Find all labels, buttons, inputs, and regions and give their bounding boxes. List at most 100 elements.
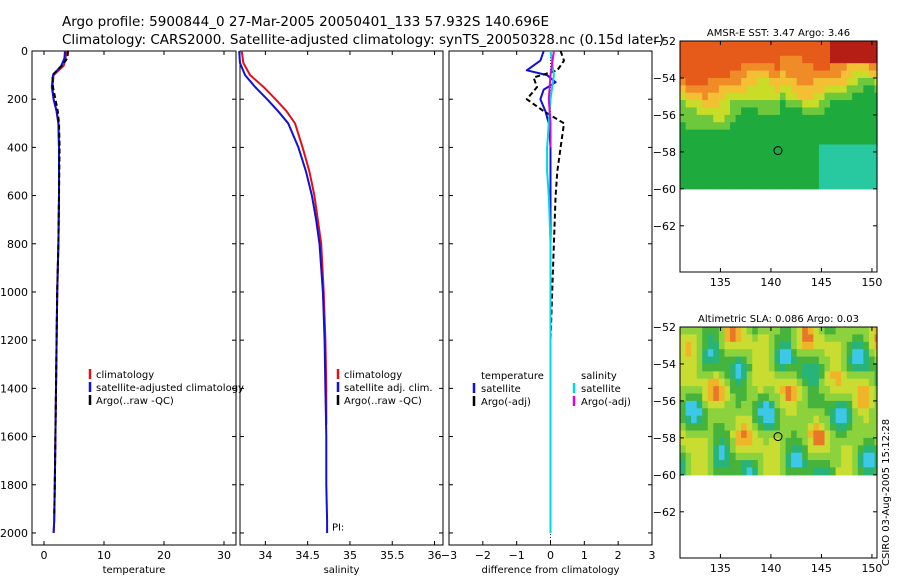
heatmap-cell — [802, 349, 809, 358]
heatmap-cell — [768, 122, 776, 131]
heatmap-cell — [835, 334, 842, 343]
heatmap-cell — [757, 378, 764, 387]
heatmap-cell — [874, 100, 878, 109]
heatmap-cell — [724, 341, 731, 350]
figure-title-line1: Argo profile: 5900844_0 27-Mar-2005 2005… — [62, 14, 549, 30]
heatmap-cell — [791, 48, 798, 57]
heatmap-cell — [857, 129, 864, 138]
heatmap-cell — [846, 371, 853, 380]
heatmap-cell — [768, 467, 776, 476]
heatmap-cell — [802, 114, 809, 123]
heatmap-cell — [768, 41, 776, 49]
heatmap-cell — [780, 378, 787, 387]
heatmap-cell — [696, 78, 703, 86]
heatmap-cell — [691, 408, 698, 417]
heatmap-cell — [680, 400, 687, 409]
heatmap-cell — [774, 144, 781, 153]
heatmap-cell — [841, 166, 848, 175]
heatmap-cell — [707, 364, 714, 372]
heatmap-cell — [752, 400, 759, 409]
heatmap-cell — [852, 78, 859, 86]
heatmap-cell — [680, 78, 687, 86]
heatmap-cell — [830, 114, 837, 123]
heatmap-cell — [846, 41, 853, 49]
heatmap-cell — [846, 408, 853, 417]
heatmap-cell — [685, 78, 692, 86]
heatmap-cell — [780, 430, 787, 439]
heatmap-cell — [713, 78, 720, 86]
heatmap-cell — [680, 334, 687, 343]
y-tick-label: −60 — [653, 183, 676, 196]
heatmap-cell — [724, 144, 731, 153]
x-tick-label: 135 — [710, 276, 731, 289]
heatmap-cell — [780, 400, 787, 409]
heatmap-cell — [696, 114, 703, 123]
heatmap-cell — [796, 144, 803, 153]
heatmap-cell — [796, 100, 803, 109]
heatmap-cell — [730, 356, 737, 365]
heatmap-cell — [752, 85, 759, 94]
heatmap-cell — [852, 378, 859, 387]
heatmap-cell — [741, 445, 748, 454]
heatmap-cell — [713, 349, 720, 358]
heatmap-cell — [763, 48, 770, 57]
heatmap-cell — [685, 166, 692, 175]
heatmap-cell — [791, 181, 798, 190]
heatmap-cell — [824, 423, 831, 432]
heatmap-cell — [718, 437, 726, 446]
heatmap-cell — [702, 327, 709, 335]
heatmap-cell — [691, 137, 698, 146]
heatmap-cell — [835, 122, 842, 131]
heatmap-cell — [785, 356, 792, 365]
heatmap-cell — [702, 144, 709, 153]
heatmap-cell — [818, 48, 826, 57]
heatmap-cell — [702, 55, 709, 64]
heatmap-cell — [724, 181, 731, 190]
heatmap-cell — [774, 327, 781, 335]
heatmap-cell — [774, 63, 781, 72]
heatmap-cell — [774, 166, 781, 175]
heatmap-cell — [835, 48, 842, 57]
heatmap-cell — [835, 78, 842, 86]
heatmap-cell — [691, 107, 698, 116]
heatmap-cell — [757, 423, 764, 432]
heatmap-cell — [763, 55, 770, 64]
heatmap-cell — [768, 137, 776, 146]
heatmap-cell — [830, 467, 837, 476]
heatmap-cell — [807, 114, 814, 123]
heatmap-cell — [785, 181, 792, 190]
heatmap-cell — [791, 386, 798, 395]
heatmap-cell — [874, 423, 878, 432]
heatmap-cell — [857, 55, 864, 64]
heatmap-cell — [724, 371, 731, 380]
heatmap-cell — [696, 378, 703, 387]
heatmap-cell — [818, 181, 826, 190]
heatmap-cell — [852, 437, 859, 446]
heatmap-cell — [724, 55, 731, 64]
heatmap-cell — [735, 85, 742, 94]
heatmap-cell — [841, 393, 848, 402]
heatmap-cell — [680, 41, 687, 49]
heatmap-cell — [846, 378, 853, 387]
heatmap-cell — [818, 122, 826, 131]
heatmap-cell — [680, 100, 687, 109]
heatmap-cell — [746, 349, 753, 358]
heatmap-cell — [830, 129, 837, 138]
heatmap-cell — [691, 92, 698, 101]
heatmap-cell — [752, 166, 759, 175]
heatmap-cell — [852, 174, 859, 183]
heatmap-cell — [802, 92, 809, 101]
heatmap-cell — [785, 55, 792, 64]
heatmap-cell — [680, 159, 687, 168]
heatmap-cell — [835, 166, 842, 175]
heatmap-cell — [857, 48, 864, 57]
heatmap-cell — [802, 364, 809, 372]
heatmap-cell — [852, 41, 859, 49]
heatmap-cell — [824, 92, 831, 101]
heatmap-cell — [846, 55, 853, 64]
heatmap-cell — [807, 122, 814, 131]
heatmap-cell — [791, 85, 798, 94]
heatmap-cell — [796, 327, 803, 335]
heatmap-cell — [746, 334, 753, 343]
heatmap-cell — [774, 92, 781, 101]
